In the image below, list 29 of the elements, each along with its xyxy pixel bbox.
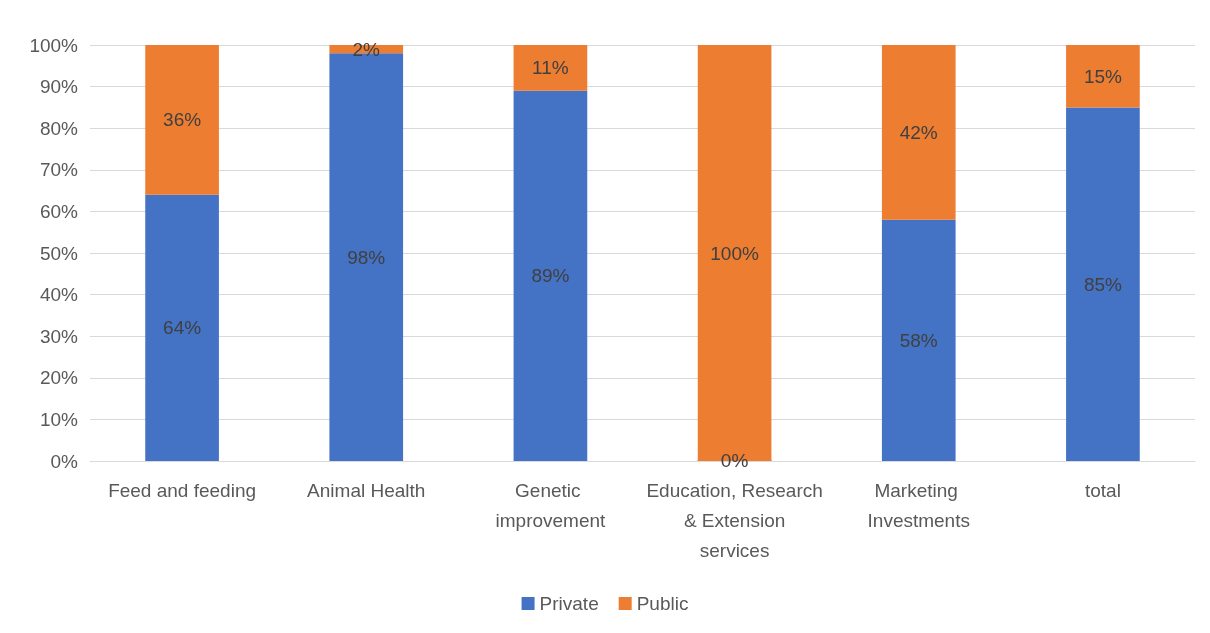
data-label: 100% [710, 242, 759, 264]
legend-label: Private [539, 593, 599, 614]
data-label: 36% [163, 109, 202, 131]
data-label: 64% [163, 317, 202, 339]
data-label: 58% [899, 329, 938, 351]
data-label: 85% [1083, 273, 1123, 295]
y-tick-label: 100% [29, 34, 79, 56]
x-tick-label: total [1084, 479, 1121, 501]
y-tick-label: 20% [39, 367, 79, 389]
y-tick-label: 0% [50, 450, 79, 472]
y-tick-label: 90% [39, 76, 79, 98]
y-tick-label: 70% [39, 159, 79, 181]
y-tick-label: 50% [39, 242, 79, 264]
x-tick-label: Feed and feeding [108, 479, 257, 501]
data-label: 15% [1083, 65, 1123, 87]
y-tick-label: 60% [39, 200, 79, 222]
data-label: 89% [531, 265, 570, 287]
data-label: 42% [899, 121, 938, 143]
data-label: 11% [532, 57, 569, 79]
x-tick-label: Animal Health [307, 479, 426, 501]
y-tick-label: 80% [39, 117, 79, 139]
y-tick-label: 30% [39, 325, 79, 347]
x-tick-label: Marketing Investments [867, 479, 970, 531]
legend-label: Public [636, 593, 689, 614]
data-label: 98% [347, 246, 386, 268]
x-tick-label: Education, Research & Extension services [646, 479, 823, 561]
y-tick-label: 40% [39, 284, 79, 306]
x-tick-label: Genetic improvement [495, 479, 607, 531]
y-tick-label: 10% [39, 408, 79, 430]
